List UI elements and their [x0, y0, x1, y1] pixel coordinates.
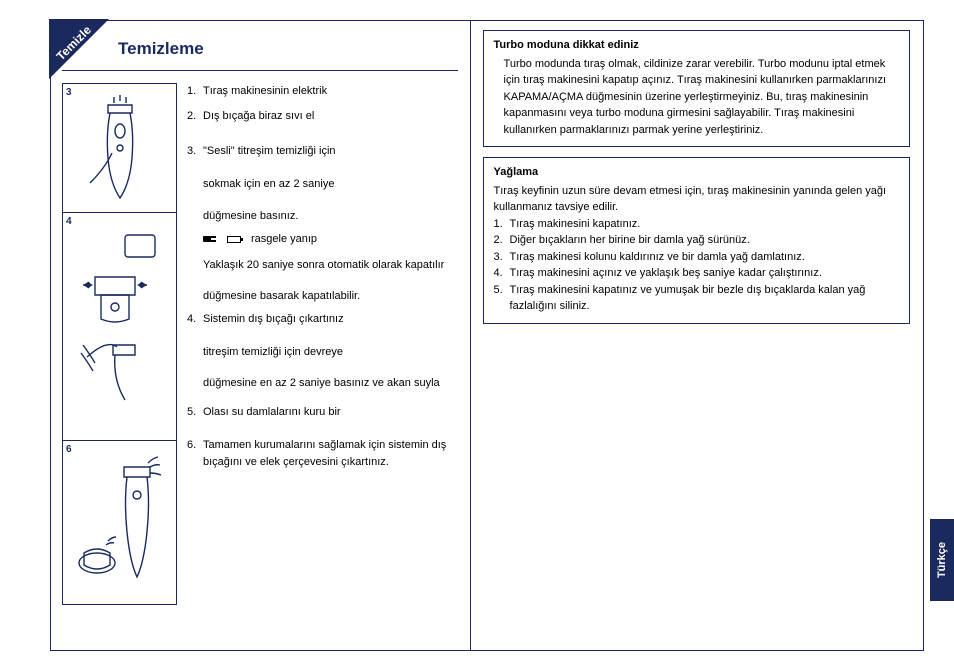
- step-number: 4.: [187, 311, 203, 328]
- oiling-list: 1.Tıraş makinesini kapatınız. 2.Diğer bı…: [494, 216, 899, 315]
- step-3-sub: düğmesine basınız.: [187, 208, 454, 225]
- step-3: 3. "Sesli" titreşim temizliği için: [187, 143, 454, 160]
- language-tab-label: Türkçe: [936, 542, 948, 578]
- step-text: Tamamen kurumalarını sağlamak için siste…: [203, 437, 454, 471]
- list-item: 3.Tıraş makinesi kolunu kaldırınız ve bi…: [494, 249, 899, 266]
- step-text: Tıraş makinesinin elektrik: [203, 83, 454, 100]
- remove-foil-illustration-icon: [75, 227, 165, 427]
- list-item: 2.Diğer bıçakların her birine bir damla …: [494, 232, 899, 249]
- step-3-sub: sokmak için en az 2 saniye: [187, 176, 454, 193]
- left-column: Temizle Temizleme 3 4: [50, 20, 470, 651]
- battery-icon: [227, 236, 241, 243]
- oiling-title: Yağlama: [494, 164, 899, 181]
- step-5: 5. Olası su damlalarını kuru bir: [187, 404, 454, 421]
- step-number: 2.: [187, 108, 203, 125]
- step-4: 4. Sistemin dış bıçağı çıkartınız: [187, 311, 454, 328]
- oiling-intro: Tıraş keyfinin uzun süre devam etmesi iç…: [494, 183, 899, 216]
- step-3-after: Yaklaşık 20 saniye sonra otomatik olarak…: [187, 257, 454, 274]
- indicator-icons-row: rasgele yanıp: [187, 231, 454, 248]
- right-column: Turbo moduna dikkat ediniz Turbo modunda…: [470, 20, 924, 651]
- step-text: "Sesli" titreşim temizliği için: [203, 143, 454, 160]
- step-number: 6.: [187, 437, 203, 471]
- language-tab: Türkçe: [930, 519, 954, 601]
- section-title: Temizleme: [62, 30, 458, 71]
- illustration-number: 6: [66, 442, 72, 458]
- oiling-box: Yağlama Tıraş keyfinin uzun süre devam e…: [483, 157, 910, 324]
- shaver-illustration-icon: [80, 93, 160, 203]
- page-content: Temizle Temizleme 3 4: [50, 20, 924, 651]
- step-text: Sistemin dış bıçağı çıkartınız: [203, 311, 454, 328]
- illustration-column: 3 4: [62, 83, 177, 605]
- illustration-4: 4: [62, 213, 177, 441]
- step-3-after: düğmesine basarak kapatılabilir.: [187, 288, 454, 305]
- step-text: Dış bıçağa biraz sıvı el: [203, 108, 454, 125]
- turbo-body: Turbo modunda tıraş olmak, cildinize zar…: [494, 56, 899, 139]
- list-item: 4.Tıraş makinesini açınız ve yaklaşık be…: [494, 265, 899, 282]
- step-number: 1.: [187, 83, 203, 100]
- plug-icon: [203, 235, 217, 243]
- illustration-3: 3: [62, 83, 177, 213]
- step-number: 3.: [187, 143, 203, 160]
- illustration-6: 6: [62, 441, 177, 605]
- turbo-title: Turbo moduna dikkat ediniz: [494, 37, 899, 54]
- illustration-number: 3: [66, 85, 72, 101]
- list-item: 1.Tıraş makinesini kapatınız.: [494, 216, 899, 233]
- illustration-number: 4: [66, 214, 72, 230]
- step-2: 2. Dış bıçağa biraz sıvı el: [187, 108, 454, 125]
- step-6: 6. Tamamen kurumalarını sağlamak için si…: [187, 437, 454, 471]
- step-number: 5.: [187, 404, 203, 421]
- dry-parts-illustration-icon: [72, 453, 167, 593]
- left-body: 3 4: [62, 83, 458, 605]
- list-item: 5.Tıraş makinesini kapatınız ve yumuşak …: [494, 282, 899, 315]
- turbo-warning-box: Turbo moduna dikkat ediniz Turbo modunda…: [483, 30, 910, 147]
- step-1: 1. Tıraş makinesinin elektrik: [187, 83, 454, 100]
- indicator-text: rasgele yanıp: [251, 231, 317, 248]
- step-4-sub: titreşim temizliği için devreye: [187, 344, 454, 361]
- step-4-sub: düğmesine en az 2 saniye basınız ve akan…: [187, 375, 454, 392]
- steps-column: 1. Tıraş makinesinin elektrik 2. Dış bıç…: [187, 83, 458, 605]
- step-text: Olası su damlalarını kuru bir: [203, 404, 454, 421]
